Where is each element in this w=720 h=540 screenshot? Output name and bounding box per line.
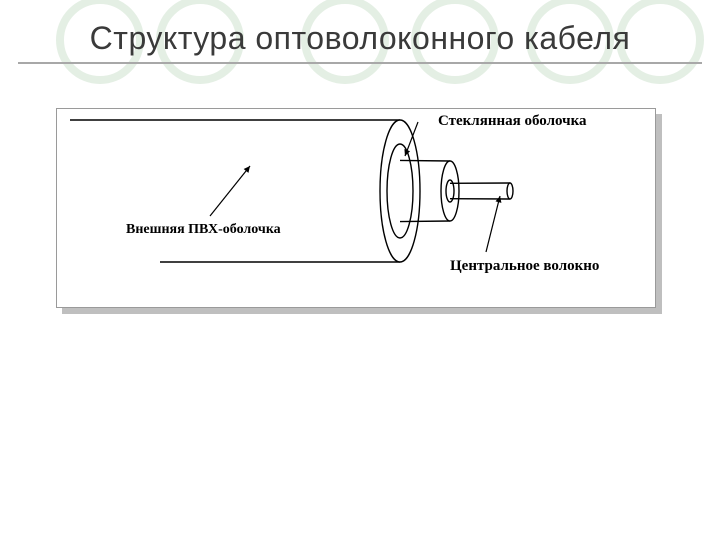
title-underline [18,62,702,64]
label-glass-cladding: Стеклянная оболочка [438,113,587,130]
label-pvc-jacket: Внешняя ПВХ-оболочка [126,222,281,238]
page-title: Структура оптоволоконного кабеля [0,20,720,57]
fiber-cable-diagram [56,108,656,308]
label-core-fiber: Центральное волокно [450,258,599,275]
